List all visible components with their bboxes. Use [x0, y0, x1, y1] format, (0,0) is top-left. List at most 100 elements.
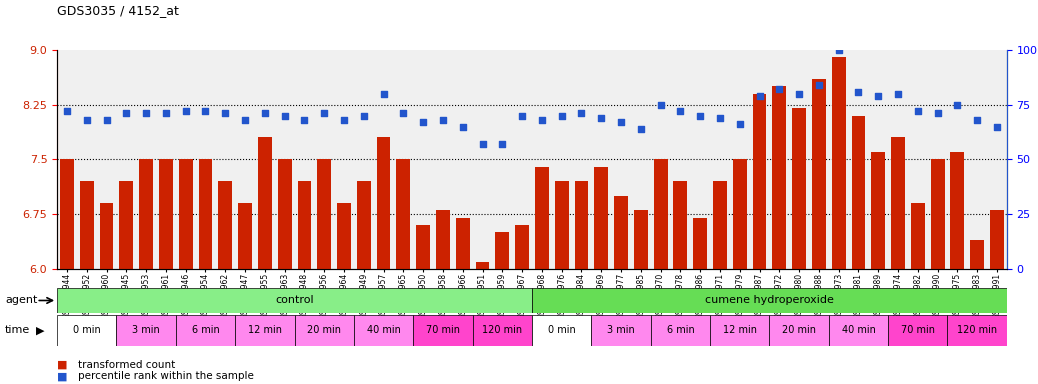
Point	[435, 117, 452, 123]
Text: 20 min: 20 min	[307, 325, 342, 335]
Bar	[931, 159, 945, 269]
Point	[276, 113, 293, 119]
Point	[316, 110, 332, 116]
Bar	[614, 196, 628, 269]
Bar	[733, 159, 746, 269]
Point	[335, 117, 352, 123]
Bar	[456, 218, 469, 269]
Point	[573, 110, 590, 116]
Bar	[175, 315, 236, 346]
Text: percentile rank within the sample: percentile rank within the sample	[78, 371, 253, 381]
Bar	[495, 232, 510, 269]
Bar	[179, 159, 193, 269]
Point	[890, 91, 906, 97]
Point	[652, 102, 668, 108]
Bar	[80, 181, 93, 269]
Bar	[948, 315, 1007, 346]
Bar	[436, 210, 449, 269]
Text: control: control	[275, 295, 313, 306]
Text: 6 min: 6 min	[666, 325, 694, 335]
Text: ■: ■	[57, 371, 67, 381]
Bar	[238, 203, 252, 269]
Bar	[554, 181, 569, 269]
Text: GDS3035 / 4152_at: GDS3035 / 4152_at	[57, 4, 179, 17]
Text: 40 min: 40 min	[366, 325, 401, 335]
Text: ■: ■	[57, 360, 67, 370]
Point	[811, 82, 827, 88]
Point	[850, 88, 867, 94]
Bar	[693, 218, 707, 269]
Bar	[674, 181, 687, 269]
Point	[177, 108, 194, 114]
Text: 0 min: 0 min	[73, 325, 101, 335]
Point	[672, 108, 688, 114]
Text: agent: agent	[5, 295, 37, 306]
Point	[474, 141, 491, 147]
Text: cumene hydroperoxide: cumene hydroperoxide	[705, 295, 834, 306]
Point	[692, 113, 709, 119]
Bar	[416, 225, 430, 269]
Point	[632, 126, 649, 132]
Point	[534, 117, 550, 123]
Text: ▶: ▶	[36, 325, 45, 335]
Bar	[278, 159, 292, 269]
Point	[197, 108, 214, 114]
Bar	[354, 315, 413, 346]
Bar	[753, 94, 766, 269]
Bar	[57, 288, 532, 313]
Point	[988, 124, 1005, 130]
Point	[256, 110, 273, 116]
Bar	[60, 159, 74, 269]
Point	[712, 115, 729, 121]
Text: 70 min: 70 min	[426, 325, 460, 335]
Point	[395, 110, 412, 116]
Text: 3 min: 3 min	[132, 325, 160, 335]
Point	[593, 115, 609, 121]
Text: time: time	[5, 325, 30, 335]
Text: 40 min: 40 min	[842, 325, 875, 335]
Point	[455, 124, 471, 130]
Bar	[574, 181, 589, 269]
Bar	[990, 210, 1004, 269]
Point	[612, 119, 629, 125]
Point	[514, 113, 530, 119]
Bar	[951, 152, 964, 269]
Bar	[828, 315, 889, 346]
Bar	[413, 315, 472, 346]
Point	[158, 110, 174, 116]
Text: 12 min: 12 min	[248, 325, 282, 335]
Text: 70 min: 70 min	[901, 325, 935, 335]
Bar	[119, 181, 133, 269]
Bar	[472, 315, 532, 346]
Bar	[57, 315, 116, 346]
Bar	[337, 203, 351, 269]
Point	[830, 47, 847, 53]
Point	[99, 117, 115, 123]
Bar	[851, 116, 866, 269]
Text: 20 min: 20 min	[782, 325, 816, 335]
Bar	[198, 159, 213, 269]
Point	[732, 121, 748, 127]
Bar	[100, 203, 113, 269]
Point	[870, 93, 886, 99]
Bar	[812, 79, 826, 269]
Bar	[257, 137, 272, 269]
Point	[929, 110, 946, 116]
Bar	[654, 159, 667, 269]
Bar	[532, 315, 592, 346]
Bar	[713, 181, 727, 269]
Point	[968, 117, 985, 123]
Bar	[971, 240, 984, 269]
Bar	[769, 315, 828, 346]
Bar	[831, 57, 846, 269]
Bar	[159, 159, 173, 269]
Point	[752, 93, 768, 99]
Bar	[535, 167, 549, 269]
Point	[415, 119, 432, 125]
Point	[237, 117, 253, 123]
Point	[217, 110, 234, 116]
Point	[376, 91, 392, 97]
Bar	[116, 315, 175, 346]
Bar	[532, 288, 1007, 313]
Point	[771, 86, 788, 93]
